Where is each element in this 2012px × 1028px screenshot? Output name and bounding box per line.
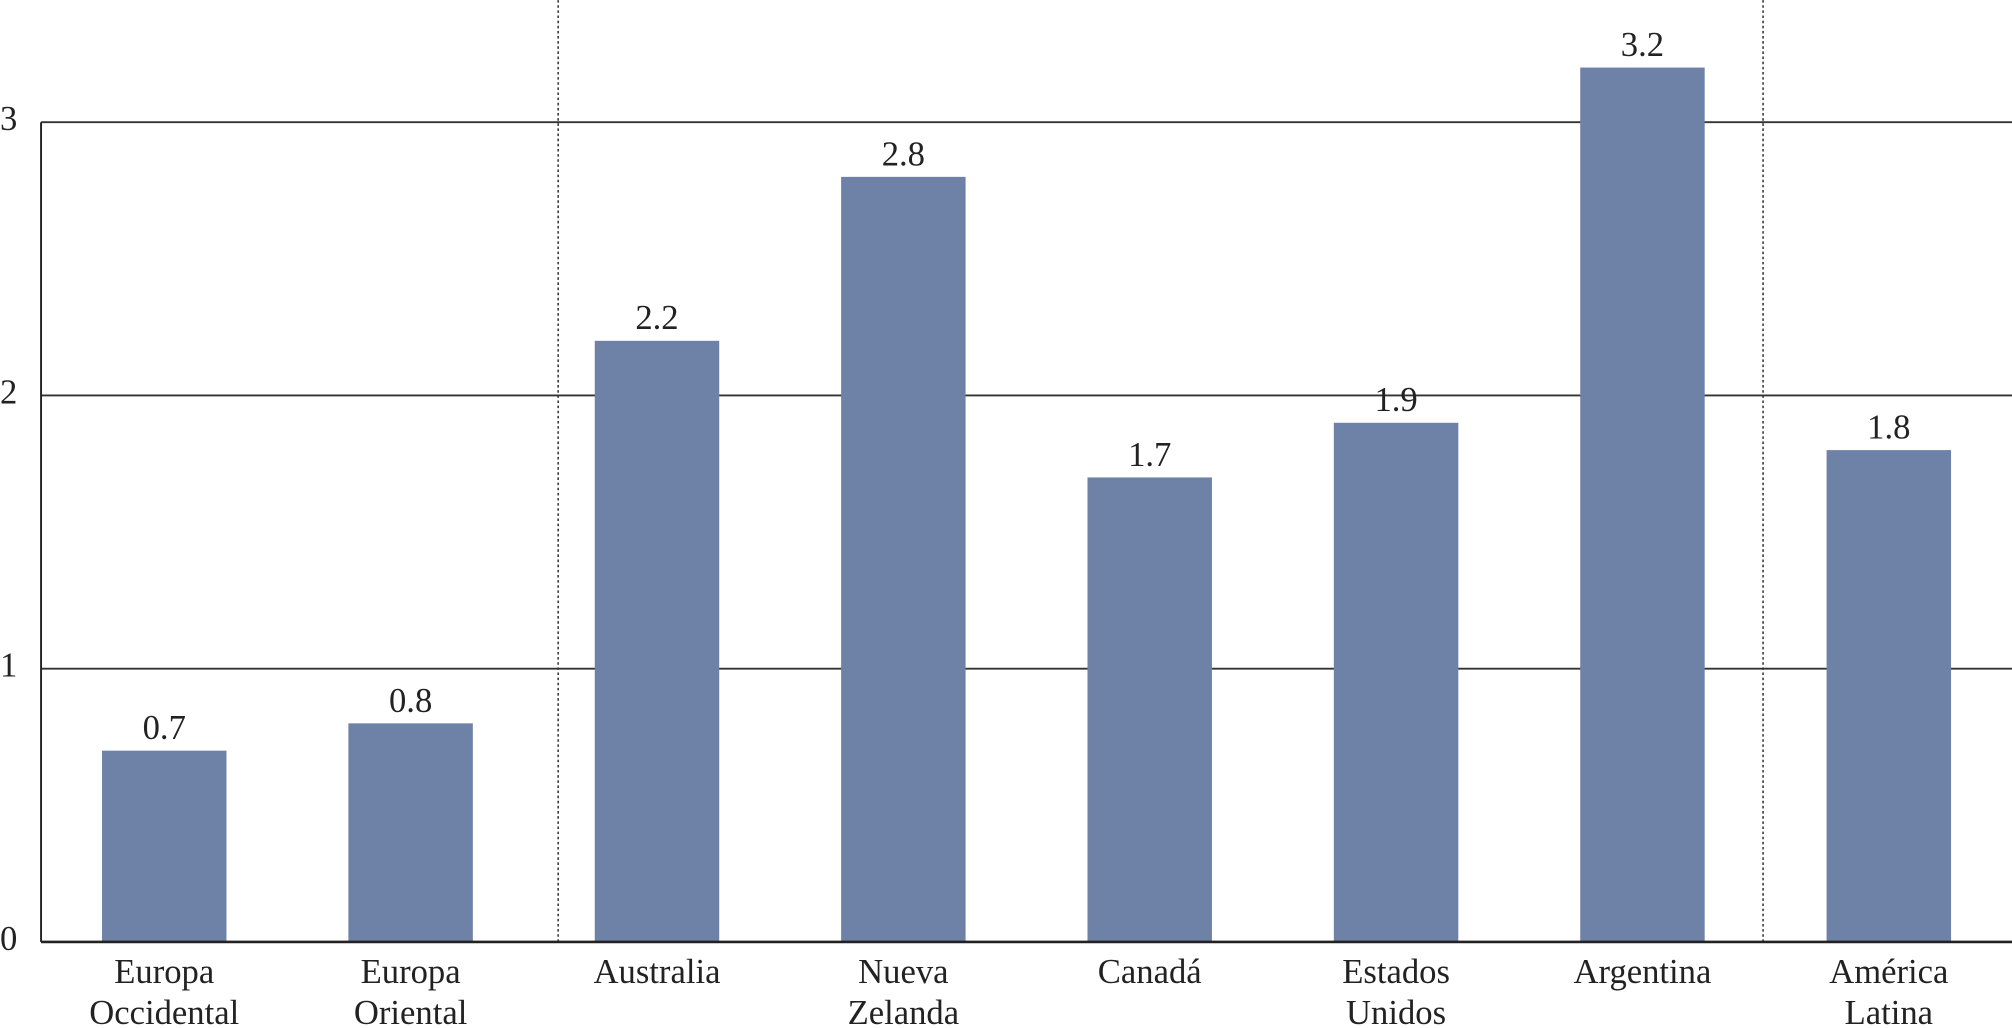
x-tick-label-line: Latina	[1845, 994, 1933, 1028]
bar	[1826, 450, 1952, 942]
x-tick-label-line: Occidental	[89, 994, 239, 1028]
x-tick-label: Australia	[594, 953, 721, 991]
x-tick-label-line: Europa	[114, 953, 214, 991]
x-tick-label: Argentina	[1574, 953, 1712, 991]
x-tick-label: Canadá	[1098, 953, 1202, 991]
x-tick-label: Estados Unidos	[1342, 953, 1450, 1028]
bar	[1333, 422, 1459, 942]
value-label: 0.8	[389, 682, 432, 720]
y-tick-label: 3	[0, 100, 17, 138]
x-tick-label-line: Nueva	[858, 953, 948, 991]
bar	[1087, 477, 1212, 942]
value-label: 1.8	[1867, 409, 1910, 447]
value-label: 2.2	[635, 299, 678, 337]
bar	[348, 723, 473, 942]
x-tick-label-line: América	[1829, 953, 1948, 991]
x-tick-label: Europa Oriental	[354, 953, 467, 1028]
bar	[1580, 67, 1705, 942]
x-tick-label-line: Europa	[361, 953, 461, 991]
value-label: 1.9	[1374, 381, 1417, 419]
y-tick-label: 0	[0, 920, 17, 958]
value-label: 3.2	[1621, 26, 1664, 64]
x-tick-label-line: Unidos	[1346, 994, 1446, 1028]
value-label: 2.8	[882, 135, 925, 173]
x-tick-label: América Latina	[1829, 953, 1948, 1028]
x-tick-label: Europa Occidental	[89, 953, 239, 1028]
y-tick-label: 1	[0, 647, 17, 685]
y-tick-label: 2	[0, 373, 17, 411]
bar	[102, 750, 227, 942]
value-label: 1.7	[1128, 436, 1171, 474]
bar	[841, 176, 966, 942]
value-label: 0.7	[143, 709, 186, 747]
x-tick-label: Nueva Zelanda	[848, 953, 960, 1028]
x-tick-label-line: Oriental	[354, 994, 467, 1028]
bar	[594, 340, 720, 942]
x-tick-label-line: Zelanda	[848, 994, 960, 1028]
x-tick-label-line: Estados	[1342, 953, 1450, 991]
